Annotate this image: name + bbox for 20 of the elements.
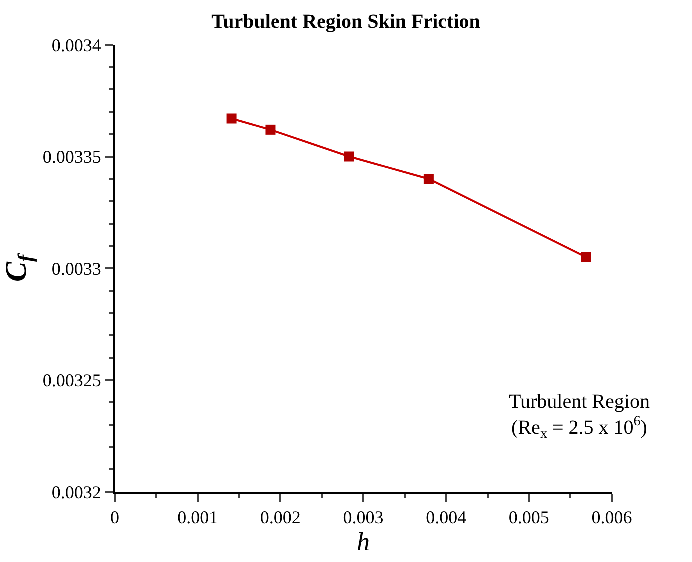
point	[226, 114, 237, 124]
point	[581, 252, 592, 262]
y-tick-label: 0.00325	[42, 370, 102, 391]
annotation: Turbulent Region (Re$_{x}$ = 2.5 x 10$^{6}$)	[509, 391, 650, 442]
x-tick-label: 0.003	[343, 508, 384, 528]
x-tick-label: 0.005	[508, 508, 550, 528]
y-tick-label: 0.0033	[52, 258, 102, 279]
point	[344, 152, 354, 162]
y-tick-label: 0.0032	[52, 482, 102, 502]
x-tick-label: 0	[110, 508, 120, 528]
chart-title: Turbulent Region Skin Friction	[212, 11, 480, 34]
point	[266, 124, 276, 135]
x-tick-label: 0.004	[426, 508, 467, 528]
x-axis-title: h	[357, 528, 370, 557]
x-tick-label: 0.002	[260, 508, 301, 528]
x-tick-label: 0.006	[592, 508, 632, 528]
x-tick-label: 0.001	[178, 508, 218, 528]
y-tick-label: 0.0034	[52, 35, 102, 56]
y-tick-label: 0.00335	[42, 147, 102, 168]
point	[424, 174, 434, 184]
